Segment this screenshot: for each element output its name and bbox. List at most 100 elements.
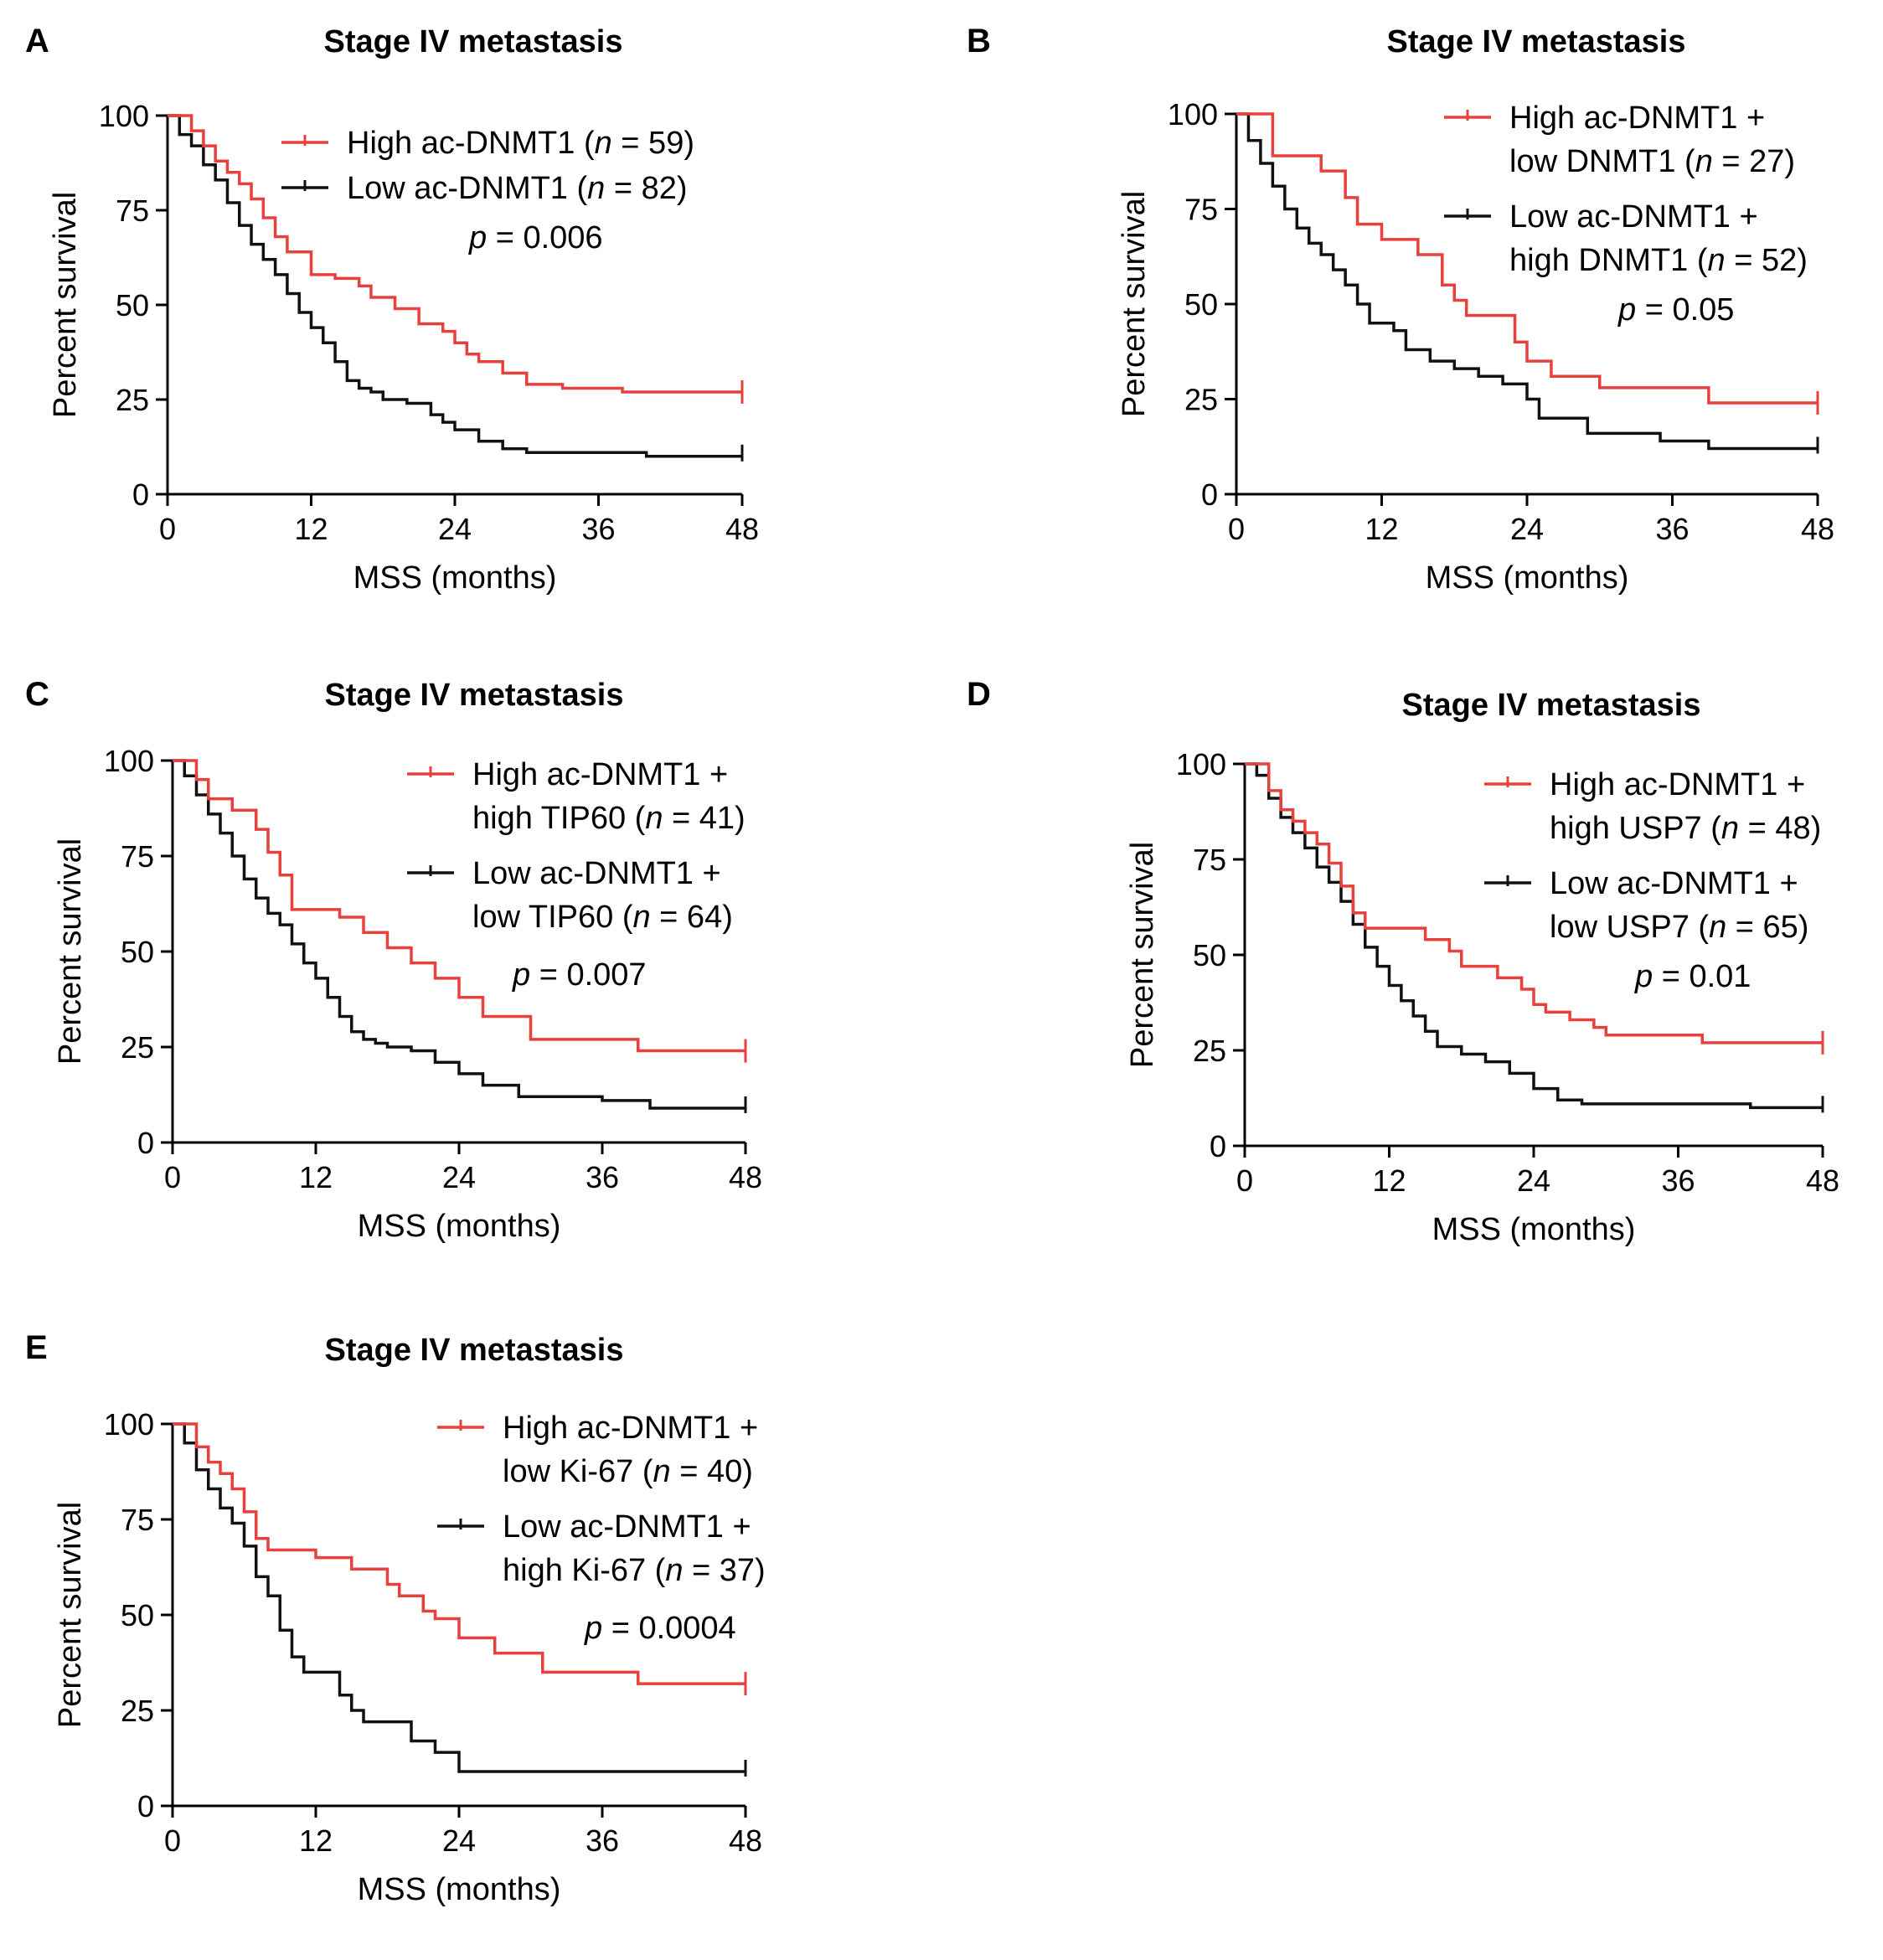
x-tick-label: 36 [586, 1160, 619, 1194]
y-axis-title: Percent survival [53, 838, 88, 1065]
panel-title: Stage IV metastasis [325, 678, 624, 713]
legend-label: Low ac-DNMT1 + [1509, 199, 1758, 235]
x-tick-label: 36 [1655, 512, 1689, 546]
panel-title: Stage IV metastasis [325, 1333, 624, 1368]
legend-label: High ac-DNMT1 + [1550, 767, 1805, 802]
legend-label: high DNMT1 (n = 52) [1509, 243, 1808, 278]
x-tick-label: 24 [442, 1160, 476, 1194]
x-tick-label: 36 [581, 512, 615, 546]
y-tick-label: 25 [116, 383, 149, 417]
y-tick-label: 100 [99, 99, 149, 133]
x-axis-title: MSS (months) [358, 1209, 561, 1244]
survival-curve-low [1245, 762, 1823, 1110]
p-value: p = 0.05 [1617, 292, 1734, 328]
legend-label: Low ac-DNMT1 + [503, 1509, 751, 1545]
legend-label: low USP7 (n = 65) [1550, 910, 1808, 945]
km-chart-c: C Stage IV metastasis 0 12 24 36 48 0 25 50 75 100 M… [25, 676, 762, 1244]
y-tick-label: 100 [104, 1407, 154, 1442]
y-tick-label: 75 [116, 193, 149, 228]
y-tick-label: 0 [1201, 477, 1218, 512]
x-tick-label: 0 [1236, 1163, 1253, 1198]
x-tick-label: 0 [159, 512, 176, 546]
km-chart-a: A Stage IV metastasis 0 12 24 36 48 0 25 50 75 100 M… [25, 23, 759, 596]
legend-label: low TIP60 (n = 64) [472, 900, 733, 935]
survival-curve-high [1245, 762, 1823, 1044]
x-tick-label: 0 [1228, 512, 1245, 546]
legend-label: Low ac-DNMT1 (n = 82) [347, 171, 688, 206]
km-chart-e: E Stage IV metastasis 0 12 24 36 48 0 25 50 75 100 M… [25, 1329, 766, 1907]
x-tick-label: 24 [442, 1823, 476, 1858]
x-tick-label: 36 [1661, 1163, 1695, 1198]
legend-label: low Ki-67 (n = 40) [503, 1454, 753, 1489]
y-tick-label: 75 [1193, 843, 1226, 877]
panel-title: Stage IV metastasis [324, 24, 623, 59]
legend-label: High ac-DNMT1 + [503, 1411, 758, 1446]
y-tick-label: 75 [1184, 193, 1218, 227]
y-axis-title: Percent survival [1125, 842, 1160, 1068]
y-tick-label: 0 [1210, 1129, 1226, 1163]
survival-curve-low [173, 759, 745, 1110]
y-tick-label: 25 [1193, 1034, 1226, 1068]
km-chart-d: D Stage IV metastasis 0 12 24 36 48 0 25 50 75 100 M… [967, 676, 1839, 1247]
legend-label: high TIP60 (n = 41) [472, 801, 745, 836]
panel-c: C Stage IV metastasis 0 12 24 36 48 0 25 50 75 100 M… [0, 653, 942, 1307]
panel-d: D Stage IV metastasis 0 12 24 36 48 0 25 50 75 100 M… [942, 653, 1883, 1307]
panel-title: Stage IV metastasis [1402, 688, 1701, 723]
p-value: p = 0.0004 [584, 1611, 736, 1646]
x-tick-label: 24 [1517, 1163, 1550, 1198]
panel-e: E Stage IV metastasis 0 12 24 36 48 0 25 50 75 100 M… [0, 1307, 942, 1960]
x-tick-label: 24 [438, 512, 472, 546]
x-tick-label: 12 [1372, 1163, 1406, 1198]
survival-curve-low [168, 114, 742, 458]
y-tick-label: 0 [137, 1126, 154, 1160]
x-axis-title: MSS (months) [1426, 560, 1629, 596]
x-tick-label: 48 [1806, 1163, 1839, 1198]
legend-label: High ac-DNMT1 + [1509, 101, 1765, 136]
panel-letter: E [25, 1329, 48, 1366]
y-tick-label: 100 [1168, 97, 1218, 132]
x-tick-label: 0 [164, 1823, 181, 1858]
y-tick-label: 100 [104, 744, 154, 778]
x-tick-label: 12 [1365, 512, 1398, 546]
x-tick-label: 12 [294, 512, 328, 546]
y-tick-label: 50 [121, 1598, 154, 1632]
survival-curve-low [173, 1422, 745, 1773]
y-axis-title: Percent survival [48, 192, 83, 418]
p-value: p = 0.006 [468, 220, 603, 255]
y-tick-label: 75 [121, 839, 154, 874]
survival-curve-high [1236, 112, 1818, 405]
panel-letter: D [967, 676, 991, 713]
y-tick-label: 75 [121, 1503, 154, 1537]
y-tick-label: 25 [121, 1030, 154, 1065]
y-axis-title: Percent survival [53, 1502, 88, 1728]
legend-label: High ac-DNMT1 (n = 59) [347, 126, 694, 161]
panel-b: B Stage IV metastasis 0 12 24 36 48 0 25 50 75 100 M… [942, 0, 1883, 653]
y-tick-label: 25 [121, 1694, 154, 1728]
legend-label: high USP7 (n = 48) [1550, 811, 1821, 846]
x-tick-label: 0 [164, 1160, 181, 1194]
y-tick-label: 0 [137, 1789, 154, 1823]
legend-label: High ac-DNMT1 + [472, 757, 728, 792]
x-tick-label: 48 [729, 1823, 762, 1858]
survival-curve-high [173, 759, 745, 1053]
x-tick-label: 48 [729, 1160, 762, 1194]
legend-label: Low ac-DNMT1 + [1550, 866, 1798, 901]
y-tick-label: 25 [1184, 383, 1218, 417]
panel-letter: B [967, 23, 991, 59]
y-tick-label: 50 [116, 288, 149, 322]
legend-label: high Ki-67 (n = 37) [503, 1553, 766, 1588]
x-tick-label: 12 [299, 1160, 333, 1194]
y-tick-label: 100 [1176, 747, 1226, 781]
y-tick-label: 0 [132, 477, 149, 512]
panel-title: Stage IV metastasis [1387, 24, 1686, 59]
x-tick-label: 36 [586, 1823, 619, 1858]
survival-curve-high [173, 1422, 745, 1685]
x-tick-label: 48 [1801, 512, 1834, 546]
x-axis-title: MSS (months) [353, 560, 557, 596]
panel-letter: C [25, 676, 49, 713]
legend-label: low DNMT1 (n = 27) [1509, 144, 1795, 179]
x-axis-title: MSS (months) [358, 1872, 561, 1907]
x-axis-title: MSS (months) [1432, 1212, 1636, 1247]
y-tick-label: 50 [1193, 938, 1226, 972]
